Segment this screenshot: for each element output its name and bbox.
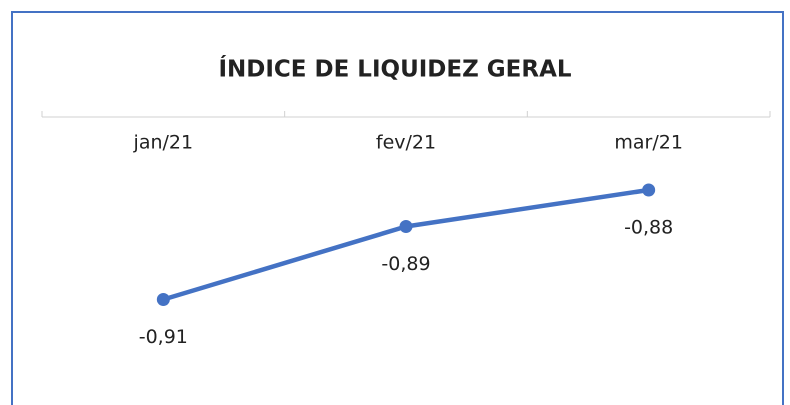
x-tick-label: fev/21 [376, 132, 436, 154]
data-label: -0,88 [624, 217, 673, 239]
x-tick-label: mar/21 [614, 132, 683, 154]
chart-frame [11, 11, 784, 405]
data-label: -0,91 [139, 326, 188, 348]
chart-title: ÍNDICE DE LIQUIDEZ GERAL [218, 55, 571, 83]
data-label: -0,89 [381, 253, 430, 275]
x-tick-label: jan/21 [133, 132, 194, 154]
data-point [399, 220, 413, 233]
line-series [162, 187, 650, 302]
data-point [642, 183, 656, 197]
data-point [156, 293, 170, 306]
